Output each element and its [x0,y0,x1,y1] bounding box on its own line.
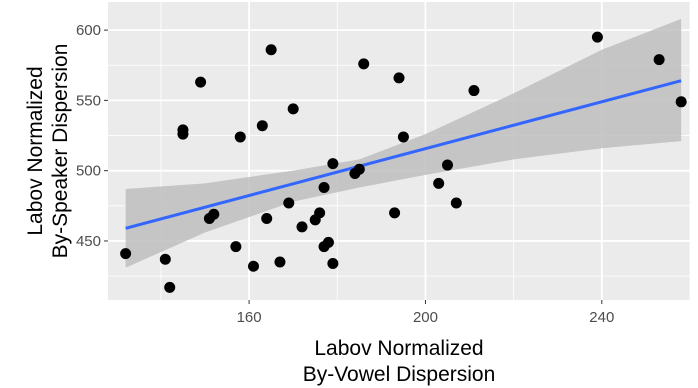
data-point [433,177,445,189]
data-point [327,158,339,170]
data-point [265,44,277,56]
data-point [274,256,286,268]
data-point [358,58,370,70]
x-tick-label: 200 [413,309,438,326]
data-point [318,182,330,194]
x-tick-label: 240 [589,309,614,326]
data-point [397,131,409,143]
data-point [450,197,462,209]
data-point [234,131,246,143]
data-point [164,281,176,293]
x-axis-title-line2: By-Vowel Dispersion [303,363,496,386]
y-tick-label: 550 [76,92,101,109]
data-point [653,54,665,66]
data-point [322,236,334,248]
data-point [353,163,365,175]
data-point [177,128,189,140]
data-point [283,197,295,209]
data-point [393,72,405,84]
y-axis-title-line2: By-Speaker Dispersion [49,44,72,259]
data-point [256,120,268,132]
data-point [230,241,242,253]
data-point [287,103,299,115]
y-tick-label: 500 [76,163,101,180]
data-point [120,248,132,260]
y-tick-label: 600 [76,22,101,39]
regression-line [125,79,682,230]
confidence-band [125,18,682,268]
data-point [314,207,326,219]
data-point [442,159,453,171]
data-point [389,207,401,219]
y-tick-label: 450 [76,233,101,250]
data-point [248,260,259,272]
data-point [468,85,480,97]
x-axis-title-line1: Labov Normalized [314,337,483,360]
data-point [675,96,687,108]
data-point [296,221,308,233]
data-point [261,212,273,224]
data-point [327,257,339,269]
data-point [591,31,603,43]
data-point [159,253,171,265]
data-point [208,208,220,220]
x-tick-label: 160 [237,309,262,326]
data-point [195,76,207,88]
y-axis-title-line1: Labov Normalized [24,66,47,235]
